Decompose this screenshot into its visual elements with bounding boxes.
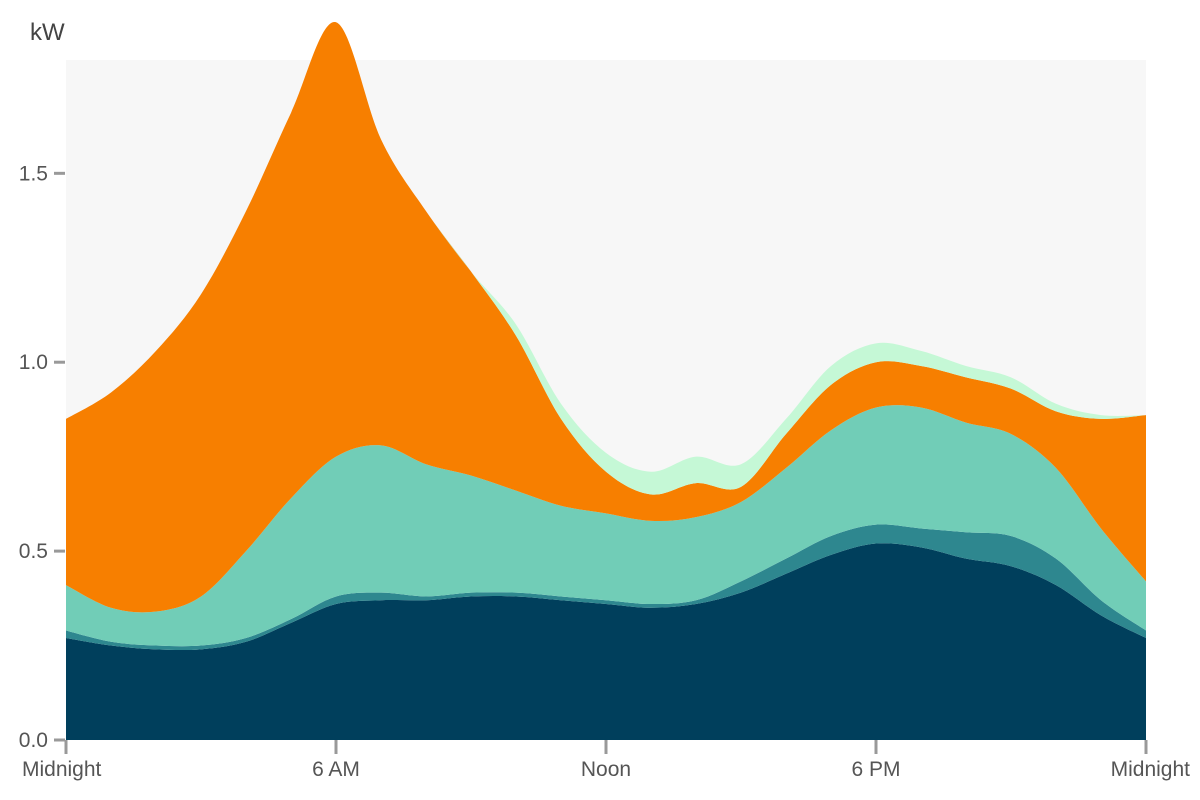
y-tick-label: 0.0 (19, 729, 48, 752)
x-axis: Midnight 6 AM Noon 6 PM Midnight (22, 740, 1190, 781)
y-axis-unit-label: kW (30, 19, 65, 46)
stacked-areas (66, 22, 1146, 740)
x-tick-label: Noon (581, 758, 631, 781)
y-tick-label: 1.0 (19, 351, 48, 374)
y-tick-label: 0.5 (19, 540, 48, 563)
area-series-3 (66, 405, 1146, 647)
x-tick-label: 6 AM (312, 758, 360, 781)
area-series-4 (66, 22, 1146, 613)
x-tick-label: Midnight (1111, 758, 1191, 781)
y-tick-label: 1.5 (19, 162, 48, 185)
y-axis: 0.0 0.5 1.0 1.5 (19, 162, 65, 752)
x-tick-label: 6 PM (851, 758, 900, 781)
x-tick-label: Midnight (22, 758, 102, 781)
area-series-1 (66, 543, 1146, 740)
